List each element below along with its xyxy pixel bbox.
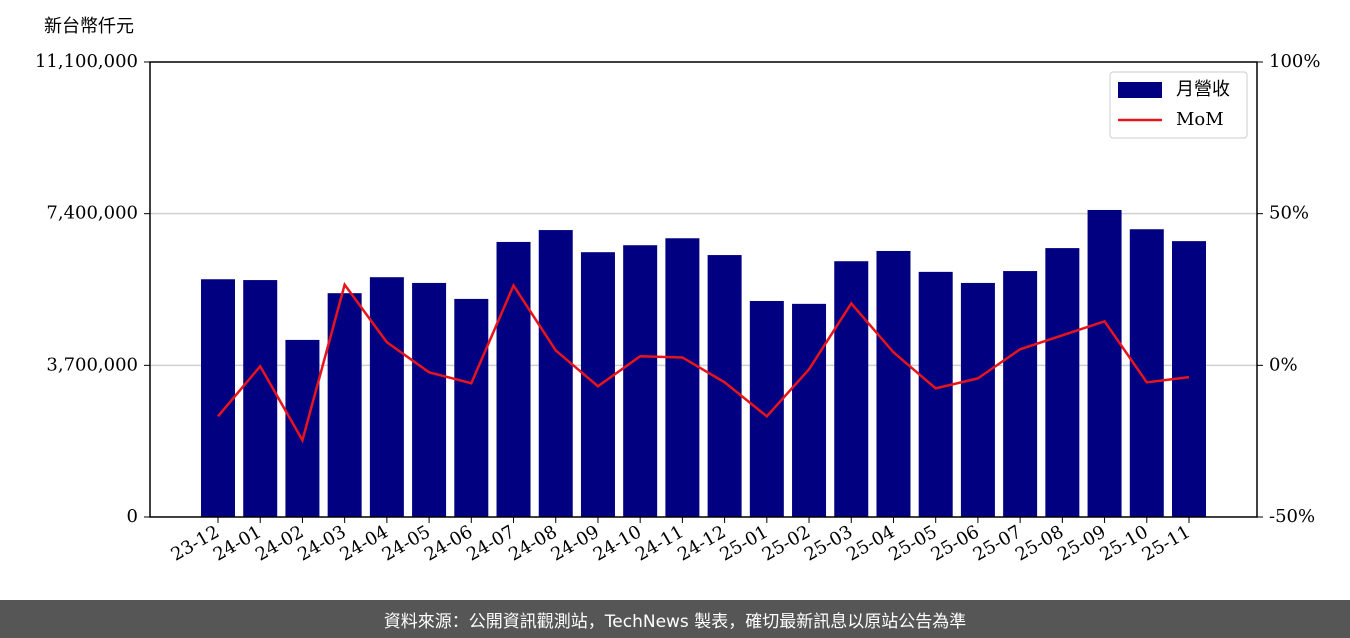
bar bbox=[960, 282, 995, 517]
y2-tick-label: -50% bbox=[1269, 506, 1315, 527]
x-tick-label: 25-11 bbox=[1139, 521, 1194, 565]
legend-label: MoM bbox=[1176, 109, 1224, 130]
plot-frame bbox=[149, 61, 1258, 518]
bar bbox=[538, 230, 573, 518]
bar bbox=[707, 255, 742, 517]
bar bbox=[623, 245, 658, 517]
y2-tick-label: 100% bbox=[1269, 51, 1320, 72]
legend-swatch bbox=[1118, 82, 1162, 98]
y-tick-label: 0 bbox=[127, 506, 138, 527]
bar bbox=[1003, 271, 1038, 517]
mom-line bbox=[217, 281, 1190, 444]
footer: 資料來源：公開資訊觀測站，TechNews 製表，確切最新訊息以原站公告為準 bbox=[0, 600, 1350, 638]
bar bbox=[412, 282, 447, 517]
y-axis-label: 新台幣仟元 bbox=[44, 16, 134, 37]
bar bbox=[243, 280, 278, 517]
y-tick-label: 11,100,000 bbox=[35, 51, 138, 72]
chart: 新台幣仟元 0 3,700,000 7,400,000 11,100,000 -50% 0… bbox=[35, 16, 1321, 566]
bar bbox=[580, 252, 615, 518]
y-tick-label: 7,400,000 bbox=[46, 203, 138, 224]
y2-tick-label: 50% bbox=[1269, 203, 1309, 224]
bar bbox=[1087, 209, 1122, 517]
bar bbox=[918, 271, 953, 517]
bar bbox=[792, 303, 827, 517]
bar bbox=[369, 277, 404, 517]
bar bbox=[876, 250, 911, 517]
bar bbox=[749, 300, 784, 517]
bar bbox=[201, 279, 235, 517]
legend-label: 月營收 bbox=[1176, 79, 1230, 100]
bar bbox=[285, 339, 320, 517]
y-tick-label: 3,700,000 bbox=[46, 354, 138, 375]
bar bbox=[834, 261, 869, 517]
bar bbox=[1045, 248, 1080, 517]
bar bbox=[454, 298, 489, 517]
bar bbox=[496, 241, 531, 518]
bar bbox=[665, 238, 700, 517]
y2-tick-label: 0% bbox=[1269, 354, 1298, 375]
bar bbox=[1129, 229, 1164, 518]
